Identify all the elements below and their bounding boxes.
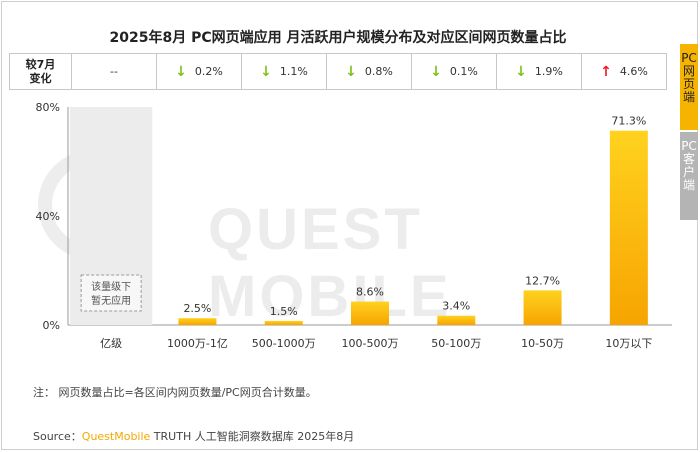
source-line: Source：QuestMobile TRUTH 人工智能洞察数据库 2025年… bbox=[33, 428, 354, 444]
change-cell: ↑ 4.6% bbox=[582, 54, 666, 89]
bar-value-label: 12.7% bbox=[525, 274, 560, 287]
bar bbox=[178, 318, 217, 325]
x-tick-label: 10-50万 bbox=[521, 337, 564, 350]
change-value: 1.9% bbox=[534, 65, 563, 78]
change-cell: -- bbox=[72, 54, 157, 89]
empty-note-line2: 暂无应用 bbox=[91, 294, 131, 307]
x-tick-label: 亿级 bbox=[100, 337, 122, 350]
x-tick-label: 50-100万 bbox=[431, 337, 481, 350]
bar-value-label: 8.6% bbox=[356, 286, 384, 299]
change-value: 4.6% bbox=[619, 65, 648, 78]
source-suffix: TRUTH 人工智能洞察数据库 2025年8月 bbox=[150, 430, 355, 443]
change-row: 较7月 变化 -- ↓ 0.2% ↓ 1.1% ↓ 0.8% ↓ 0.1% ↓ 1.9% … bbox=[9, 53, 667, 90]
change-value: 0.8% bbox=[364, 65, 393, 78]
change-cell: ↓ 1.9% bbox=[497, 54, 582, 89]
x-tick-label: 1000万-1亿 bbox=[167, 337, 228, 350]
arrow-up-icon: ↑ bbox=[600, 63, 612, 80]
change-row-header-line2: 变化 bbox=[29, 71, 52, 85]
change-cell: ↓ 1.1% bbox=[242, 54, 327, 89]
arrow-down-icon: ↓ bbox=[260, 63, 272, 80]
change-value: 0.2% bbox=[194, 65, 223, 78]
change-value: 0.1% bbox=[449, 65, 478, 78]
bar bbox=[351, 301, 389, 325]
change-value: 1.1% bbox=[279, 65, 308, 78]
y-tick-label: 40% bbox=[36, 210, 60, 223]
arrow-down-icon: ↓ bbox=[430, 63, 442, 80]
x-tick-label: 100-500万 bbox=[342, 337, 399, 350]
change-cell: ↓ 0.2% bbox=[157, 54, 242, 89]
chart-title: 2025年8月 PC网页端应用 月活跃用户规模分布及对应区间网页数量占比 bbox=[109, 30, 567, 46]
side-tabs: PC网页端 PC客户端 bbox=[680, 44, 700, 220]
y-tick-label: 0% bbox=[43, 319, 60, 332]
change-row-header-line1: 较7月 bbox=[25, 57, 56, 71]
bar-value-label: 71.3% bbox=[611, 115, 646, 128]
x-tick-label: 10万以下 bbox=[605, 337, 652, 350]
bar-value-label: 2.5% bbox=[183, 302, 211, 315]
bar-value-label: 3.4% bbox=[442, 300, 470, 313]
bar-value-label: 1.5% bbox=[270, 305, 298, 318]
bar bbox=[609, 130, 648, 325]
change-cell: ↓ 0.1% bbox=[412, 54, 497, 89]
change-cell: ↓ 0.8% bbox=[327, 54, 412, 89]
empty-note-line1: 该量级下 bbox=[91, 280, 131, 293]
bar bbox=[437, 315, 476, 325]
arrow-down-icon: ↓ bbox=[175, 63, 187, 80]
tab-pc-client[interactable]: PC客户端 bbox=[680, 132, 698, 220]
arrow-down-icon: ↓ bbox=[345, 63, 357, 80]
bar bbox=[523, 290, 562, 325]
empty-note-box bbox=[80, 274, 142, 312]
footnote: 注： 网页数量占比=各区间内网页数量/PC网页合计数量。 bbox=[33, 386, 317, 399]
tab-pc-web[interactable]: PC网页端 bbox=[680, 44, 698, 130]
change-value: -- bbox=[110, 65, 118, 78]
x-tick-label: 500-1000万 bbox=[252, 337, 316, 350]
bar bbox=[264, 320, 303, 325]
source-brand: QuestMobile bbox=[81, 430, 151, 443]
arrow-down-icon: ↓ bbox=[515, 63, 527, 80]
change-row-header: 较7月 变化 bbox=[10, 54, 72, 89]
y-tick-label: 80% bbox=[36, 101, 60, 114]
source-prefix: Source： bbox=[33, 430, 82, 443]
